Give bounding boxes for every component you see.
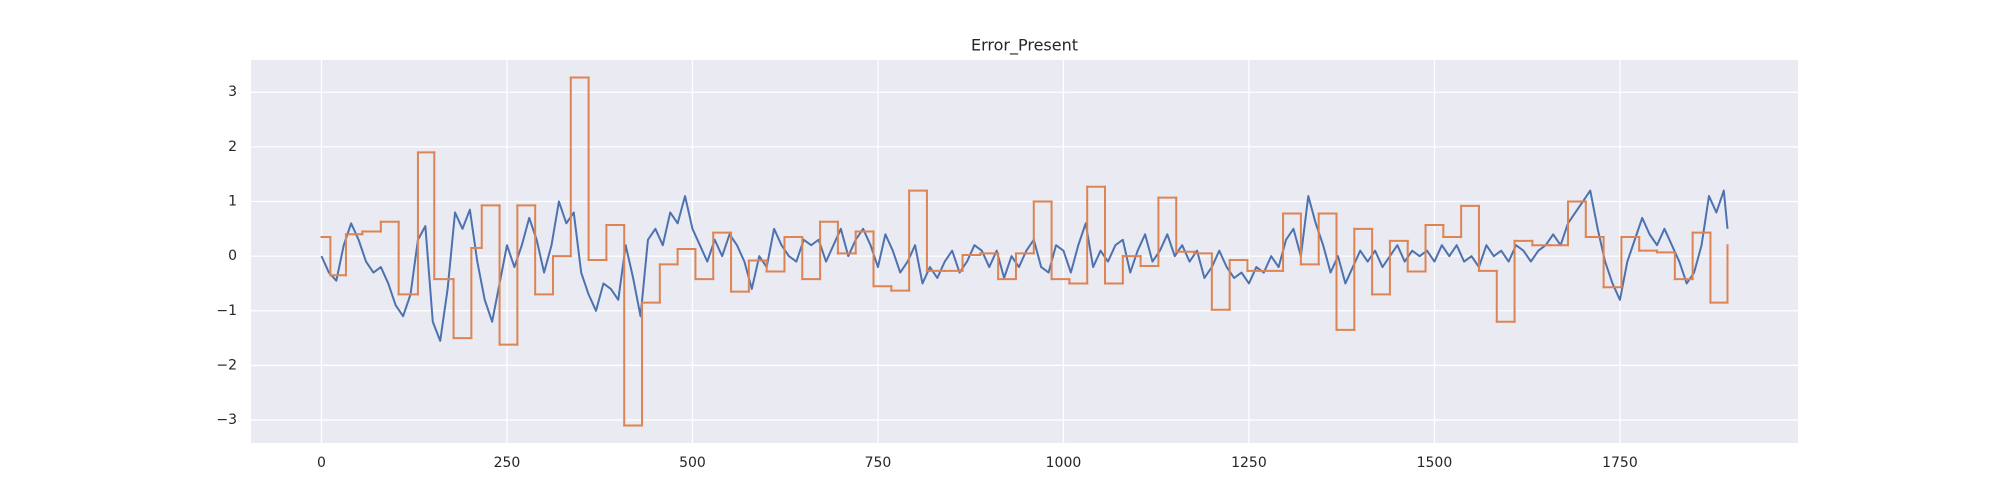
x-tick-label: 1250 [1231, 455, 1267, 471]
x-tick-label: 750 [865, 455, 892, 471]
y-tick-label: 2 [228, 139, 237, 155]
line-series [320, 189, 1729, 342]
y-tick-label: 3 [228, 84, 237, 100]
grid [251, 60, 1798, 443]
y-tick-label: −3 [216, 412, 237, 428]
x-tick-label: 500 [679, 455, 706, 471]
y-tick-label: 0 [228, 248, 237, 264]
x-tick-label: 0 [317, 455, 326, 471]
x-tick-label: 1750 [1602, 455, 1638, 471]
y-tick-label: −2 [216, 357, 237, 373]
x-tick-label: 1000 [1046, 455, 1082, 471]
labels: −3 −2 −1 0 1 2 3 0 250 500 750 1000 1250 1500 1750 [216, 84, 1637, 471]
chart-title: Error_Present [971, 36, 1078, 56]
y-tick-label: −1 [216, 303, 237, 319]
y-tick-label: 1 [228, 194, 237, 210]
plot-background [251, 60, 1798, 443]
x-tick-label: 250 [494, 455, 521, 471]
x-tick-label: 1500 [1417, 455, 1453, 471]
marks [320, 76, 1729, 427]
